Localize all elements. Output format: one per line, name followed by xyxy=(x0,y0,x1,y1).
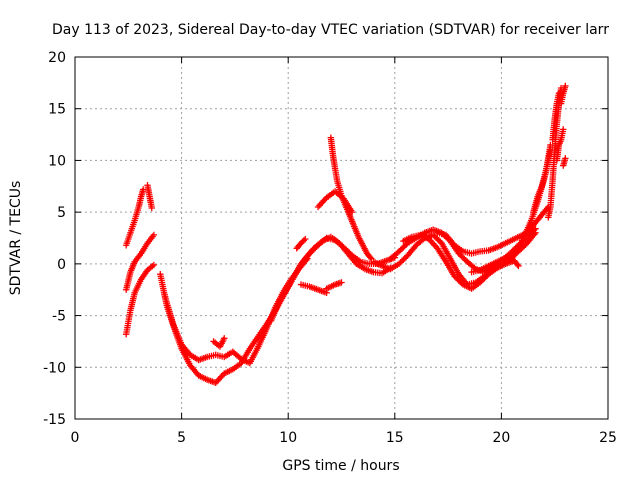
x-tick-label: 15 xyxy=(386,430,404,446)
series-pass-n xyxy=(327,134,375,262)
data-marks xyxy=(122,82,569,386)
y-tick-label: 15 xyxy=(48,102,66,118)
data-point xyxy=(562,82,569,90)
chart-title: Day 113 of 2023, Sidereal Day-to-day VTE… xyxy=(52,22,609,38)
y-tick-label: -15 xyxy=(43,412,66,428)
series-pass-b xyxy=(144,182,155,212)
data-point-interp xyxy=(321,236,329,243)
data-point xyxy=(148,204,155,212)
series-pass-k xyxy=(297,281,330,297)
series-pass-d xyxy=(122,261,158,338)
y-tick-label: 10 xyxy=(48,153,66,169)
series-pass-x xyxy=(553,126,567,164)
data-point xyxy=(302,235,309,243)
data-point xyxy=(338,279,345,286)
data-point xyxy=(150,261,158,269)
series-pass-c xyxy=(122,231,158,293)
data-point-interp xyxy=(514,261,521,268)
series-pass-y xyxy=(557,82,569,107)
series-pass-i xyxy=(280,234,398,299)
data-point xyxy=(547,141,554,149)
data-point xyxy=(515,262,522,270)
x-tick-label: 5 xyxy=(177,430,186,446)
series-pass-a xyxy=(122,186,147,249)
plot-frame xyxy=(74,56,609,420)
data-point xyxy=(562,155,569,162)
series-pass-l xyxy=(323,279,345,292)
x-tick-label: 25 xyxy=(599,430,617,446)
y-tick-label: 0 xyxy=(57,257,66,273)
series-pass-j xyxy=(293,235,309,252)
y-axis-label: SDTVAR / TECUs xyxy=(8,181,24,296)
data-point xyxy=(560,126,567,133)
series-pass-w xyxy=(549,90,563,143)
data-point xyxy=(221,335,228,342)
x-axis-label: GPS time / hours xyxy=(282,458,399,474)
x-tick-label: 10 xyxy=(279,430,297,446)
x-tick-label: 20 xyxy=(492,430,510,446)
tick-labels: 0 5 10 15 20 25 -15 -10 -5 0 5 10 15 20 xyxy=(43,50,617,446)
x-tick-label: 0 xyxy=(71,430,80,446)
grid-lines xyxy=(75,57,608,419)
data-point xyxy=(150,231,158,239)
series-pass-u xyxy=(530,141,554,216)
y-tick-label: -10 xyxy=(43,360,66,376)
axis-ticks xyxy=(74,56,609,420)
data-point-interp xyxy=(367,254,374,261)
y-tick-label: 5 xyxy=(57,205,66,221)
series-pass-z xyxy=(560,155,569,169)
series-pass-g xyxy=(210,335,228,350)
y-tick-label: 20 xyxy=(48,50,66,66)
series-pass-e xyxy=(157,271,294,386)
series-pass-h xyxy=(267,233,394,324)
y-tick-label: -5 xyxy=(52,309,66,325)
data-point-interp xyxy=(300,237,308,244)
